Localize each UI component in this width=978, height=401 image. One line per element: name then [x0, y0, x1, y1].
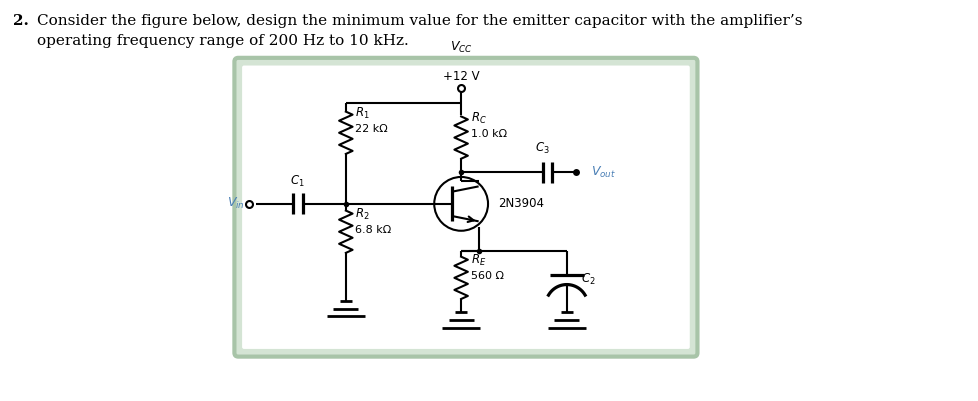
- Text: Consider the figure below, design the minimum value for the emitter capacitor wi: Consider the figure below, design the mi…: [36, 14, 801, 28]
- Text: $C_2$: $C_2$: [581, 272, 596, 287]
- Text: $R_1$: $R_1$: [355, 106, 370, 121]
- Text: $V_{out}$: $V_{out}$: [590, 164, 615, 180]
- Text: 22 kΩ: 22 kΩ: [355, 124, 388, 134]
- Text: $C_1$: $C_1$: [290, 174, 305, 189]
- Text: +12 V: +12 V: [442, 70, 479, 83]
- Text: 1.0 kΩ: 1.0 kΩ: [470, 129, 507, 139]
- FancyBboxPatch shape: [242, 65, 689, 349]
- Text: $V_{in}$: $V_{in}$: [227, 196, 244, 211]
- Text: $V_{CC}$: $V_{CC}$: [449, 40, 472, 55]
- Text: $R_C$: $R_C$: [470, 111, 486, 126]
- Text: 2N3904: 2N3904: [497, 197, 543, 211]
- Text: $C_3$: $C_3$: [535, 141, 550, 156]
- Text: $R_E$: $R_E$: [470, 253, 486, 268]
- Text: 2.: 2.: [14, 14, 29, 28]
- Text: operating frequency range of 200 Hz to 10 kHz.: operating frequency range of 200 Hz to 1…: [36, 34, 408, 48]
- Text: 6.8 kΩ: 6.8 kΩ: [355, 225, 391, 235]
- Text: $R_2$: $R_2$: [355, 207, 370, 222]
- Text: 560 Ω: 560 Ω: [470, 271, 504, 281]
- FancyBboxPatch shape: [234, 58, 696, 356]
